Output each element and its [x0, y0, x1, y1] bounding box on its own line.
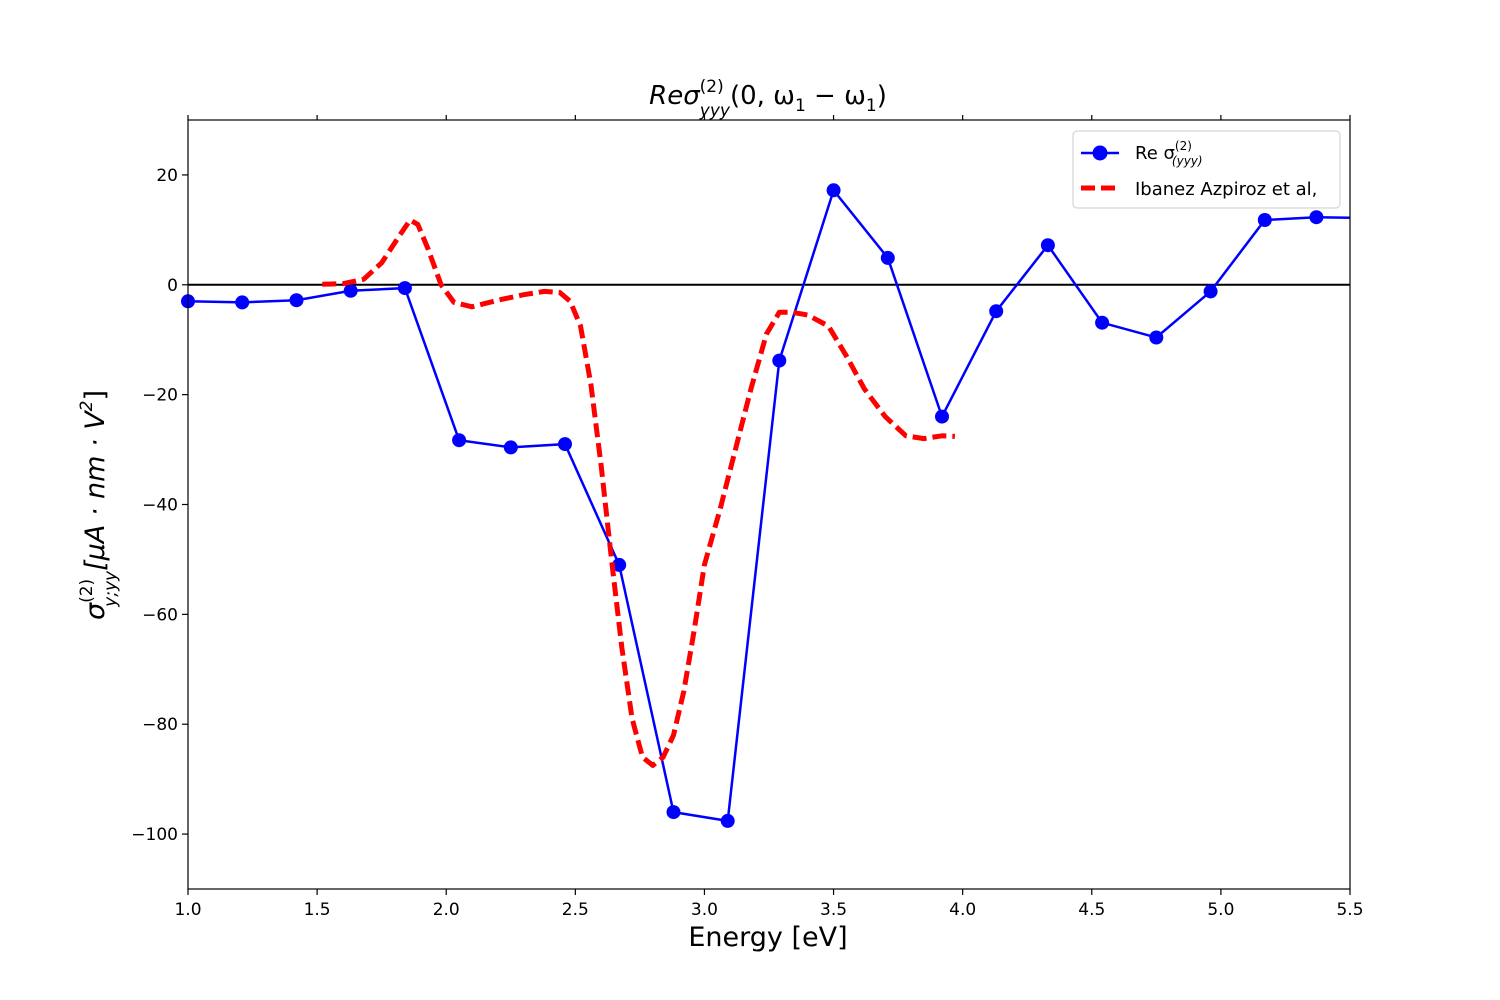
- x-tick-label: 2.0: [433, 900, 460, 920]
- legend-label-re-sigma-sup: (2): [1175, 139, 1192, 153]
- chart-title-subscript: yyy: [699, 101, 731, 121]
- y-tick-label: −60: [142, 605, 178, 625]
- chart-title-args: (0, ω: [730, 81, 795, 111]
- y-tick-label: −40: [142, 496, 178, 516]
- y-tick-label: 20: [156, 166, 178, 186]
- x-tick-label: 5.5: [1336, 900, 1363, 920]
- chart-title-symbol: σ: [683, 81, 701, 111]
- series-re-sigma-point: [772, 353, 787, 368]
- y-axis-label: σ(2) y;yy[μA · nm · V2]: [77, 390, 121, 620]
- chart-title-args-sub2: 1: [866, 96, 877, 116]
- x-ticks: 1.0 1.5 2.0 2.5 3.0 3.5 4.0 4.5 5.0 5.5: [174, 115, 1364, 920]
- y-axis-label-units: [μA · nm · V: [80, 409, 111, 571]
- chart-title-args-end: ): [877, 81, 887, 111]
- x-tick-label: 4.5: [1078, 900, 1105, 920]
- axes-frame: [187, 119, 1351, 890]
- x-axis-label: Energy [eV]: [688, 922, 847, 953]
- legend-swatch-blue-marker: [1092, 145, 1108, 161]
- x-tick-label: 2.5: [562, 900, 589, 920]
- chart-title: Reσ(2) yyy(0, ω1 − ω1): [649, 77, 887, 121]
- series-re-sigma-point: [1040, 238, 1055, 253]
- series-re-sigma-point: [503, 440, 518, 455]
- y-tick-label: −100: [131, 825, 178, 845]
- chart-title-args-mid: − ω: [806, 81, 866, 111]
- series-re-sigma-point: [1309, 210, 1324, 225]
- y-tick-label: 0: [167, 276, 178, 296]
- x-tick-label: 1.0: [174, 900, 201, 920]
- chart-title-superscript: (2): [700, 77, 724, 97]
- series-re-sigma-point: [880, 250, 895, 265]
- y-axis-label-symbol: σ: [80, 602, 111, 620]
- y-ticks: 20 0 −20 −40 −60 −80 −100: [131, 166, 188, 845]
- series-re-sigma-point: [720, 813, 735, 828]
- series-re-sigma-point: [826, 183, 841, 198]
- legend-box: [1072, 130, 1341, 209]
- legend-label-ibanez: Ibanez Azpiroz et al,: [1135, 179, 1317, 200]
- x-tick-label: 1.5: [304, 900, 331, 920]
- series-re-sigma-point: [235, 295, 250, 310]
- chart-title-prefix: Re: [649, 81, 683, 111]
- legend-label-re-sigma-sub: (yyy): [1172, 154, 1203, 168]
- series-re-sigma-point: [1095, 315, 1110, 330]
- x-tick-label: 3.0: [691, 900, 718, 920]
- y-axis-label-units-sup: 2: [77, 401, 97, 412]
- x-tick-label: 4.0: [949, 900, 976, 920]
- series-re-sigma-point: [989, 304, 1004, 319]
- chart-title-args-sub1: 1: [795, 96, 806, 116]
- series-ibanez-line: [322, 217, 956, 768]
- series-re-sigma-point: [558, 437, 572, 452]
- legend: Re σ(2) (yyy) Ibanez Azpiroz et al,: [1072, 130, 1341, 209]
- y-axis-label-units-end: ]: [80, 390, 111, 401]
- series-re-sigma-point: [612, 557, 627, 572]
- legend-label-re-sigma-text: Re σ: [1135, 143, 1175, 164]
- series-re-sigma-point: [1257, 213, 1272, 227]
- series-re-sigma-point: [397, 281, 412, 296]
- legend-label-re-sigma: Re σ(2) (yyy): [1135, 139, 1203, 168]
- y-axis-label-subscript: y;yy: [101, 570, 121, 608]
- series-re-sigma-point: [935, 409, 949, 424]
- series-re-sigma-point: [452, 433, 467, 448]
- series-re-sigma-point: [1203, 284, 1218, 299]
- series-re-sigma-point: [343, 283, 358, 298]
- series-re-sigma-point: [289, 293, 304, 308]
- series-re-sigma-point: [1149, 330, 1164, 345]
- series-re-sigma-point: [666, 805, 681, 820]
- y-tick-label: −80: [142, 715, 178, 735]
- y-tick-label: −20: [142, 386, 178, 406]
- x-tick-label: 3.5: [820, 900, 847, 920]
- x-tick-label: 5.0: [1207, 900, 1234, 920]
- plot-frame: [187, 119, 1351, 890]
- y-axis-label-superscript: (2): [77, 579, 97, 603]
- series-layer: [181, 183, 1351, 828]
